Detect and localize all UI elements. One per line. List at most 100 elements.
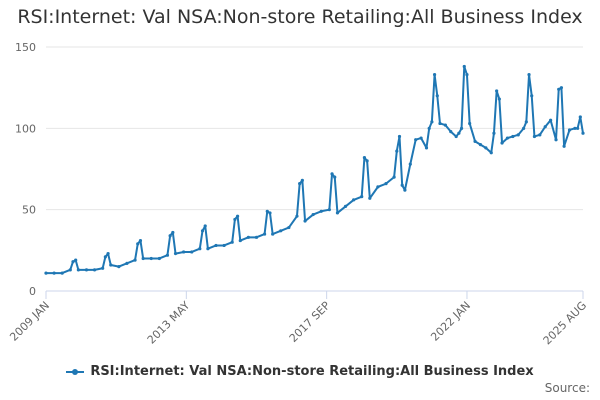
data-point[interactable] (117, 265, 121, 269)
legend-label[interactable]: RSI:Internet: Val NSA:Non-store Retailin… (90, 364, 534, 379)
data-point[interactable] (576, 126, 580, 130)
data-point[interactable] (71, 260, 75, 264)
data-point[interactable] (443, 123, 447, 127)
data-point[interactable] (457, 131, 461, 135)
data-point[interactable] (495, 89, 499, 93)
data-point[interactable] (190, 250, 194, 254)
data-point[interactable] (165, 253, 170, 257)
data-point[interactable] (101, 266, 105, 270)
data-point[interactable] (430, 120, 434, 124)
data-point[interactable] (368, 196, 372, 200)
data-point[interactable] (449, 129, 453, 134)
data-point[interactable] (173, 251, 178, 256)
data-point[interactable] (578, 115, 582, 119)
data-point[interactable] (206, 247, 210, 251)
data-point[interactable] (295, 214, 299, 218)
data-point[interactable] (319, 209, 323, 213)
data-point[interactable] (435, 94, 439, 98)
data-point[interactable] (203, 224, 207, 228)
data-point[interactable] (141, 256, 145, 261)
data-point[interactable] (60, 271, 64, 275)
data-point[interactable] (400, 183, 404, 187)
data-point[interactable] (543, 125, 547, 129)
data-point[interactable] (581, 131, 585, 135)
data-point[interactable] (538, 133, 542, 137)
data-point[interactable] (222, 243, 226, 248)
data-point[interactable] (438, 121, 442, 126)
data-point[interactable] (505, 136, 510, 140)
data-point[interactable] (500, 141, 504, 145)
data-point[interactable] (74, 258, 78, 262)
data-point[interactable] (384, 182, 388, 186)
series-line[interactable] (46, 65, 584, 275)
data-point[interactable] (327, 208, 331, 212)
data-point[interactable] (76, 268, 80, 272)
data-point[interactable] (330, 172, 334, 176)
data-point[interactable] (473, 139, 477, 143)
data-point[interactable] (557, 87, 561, 91)
data-point[interactable] (459, 126, 464, 130)
data-point[interactable] (554, 138, 558, 142)
data-point[interactable] (362, 156, 367, 160)
data-point[interactable] (489, 151, 493, 155)
data-point[interactable] (103, 255, 107, 259)
data-point[interactable] (254, 235, 259, 239)
data-point[interactable] (68, 268, 72, 272)
data-point[interactable] (395, 149, 399, 153)
data-point[interactable] (300, 178, 304, 182)
data-point[interactable] (287, 225, 291, 230)
data-point[interactable] (573, 126, 577, 130)
data-point[interactable] (343, 204, 348, 209)
data-point[interactable] (562, 144, 566, 148)
data-point[interactable] (198, 247, 202, 251)
data-point[interactable] (376, 185, 380, 189)
data-point[interactable] (157, 256, 161, 261)
data-point[interactable] (230, 240, 234, 244)
data-point[interactable] (335, 211, 340, 215)
data-point[interactable] (303, 219, 307, 223)
data-point[interactable] (532, 134, 537, 139)
data-point[interactable] (492, 131, 496, 135)
data-point[interactable] (149, 256, 153, 261)
data-point[interactable] (138, 238, 143, 243)
data-point[interactable] (52, 271, 56, 275)
data-point[interactable] (497, 97, 501, 101)
data-point[interactable] (238, 238, 242, 243)
data-point[interactable] (125, 261, 129, 265)
data-point[interactable] (136, 242, 140, 246)
data-point[interactable] (468, 121, 472, 126)
data-point[interactable] (419, 136, 423, 140)
data-point[interactable] (527, 73, 531, 77)
data-point[interactable] (92, 268, 97, 272)
data-point[interactable] (392, 175, 396, 179)
legend[interactable]: RSI:Internet: Val NSA:Non-store Retailin… (0, 364, 600, 379)
data-point[interactable] (530, 94, 534, 98)
data-point[interactable] (311, 212, 315, 217)
data-point[interactable] (516, 133, 520, 137)
data-point[interactable] (424, 146, 429, 150)
data-point[interactable] (522, 126, 526, 130)
data-point[interactable] (365, 159, 369, 163)
data-point[interactable] (559, 86, 564, 90)
data-point[interactable] (171, 230, 175, 235)
data-point[interactable] (265, 209, 269, 213)
data-point[interactable] (414, 138, 418, 142)
data-point[interactable] (279, 229, 283, 233)
data-point[interactable] (524, 120, 528, 124)
data-point[interactable] (360, 195, 364, 199)
data-point[interactable] (549, 118, 553, 122)
data-point[interactable] (133, 258, 137, 262)
data-point[interactable] (200, 229, 205, 233)
data-point[interactable] (182, 250, 186, 254)
data-point[interactable] (484, 146, 488, 150)
data-point[interactable] (44, 271, 48, 275)
data-point[interactable] (235, 214, 240, 218)
data-point[interactable] (214, 243, 218, 248)
data-point[interactable] (246, 235, 250, 239)
data-point[interactable] (298, 182, 302, 186)
data-point[interactable] (478, 143, 483, 147)
data-point[interactable] (432, 73, 437, 77)
data-point[interactable] (109, 263, 113, 267)
data-point[interactable] (567, 128, 572, 132)
data-point[interactable] (262, 232, 267, 236)
